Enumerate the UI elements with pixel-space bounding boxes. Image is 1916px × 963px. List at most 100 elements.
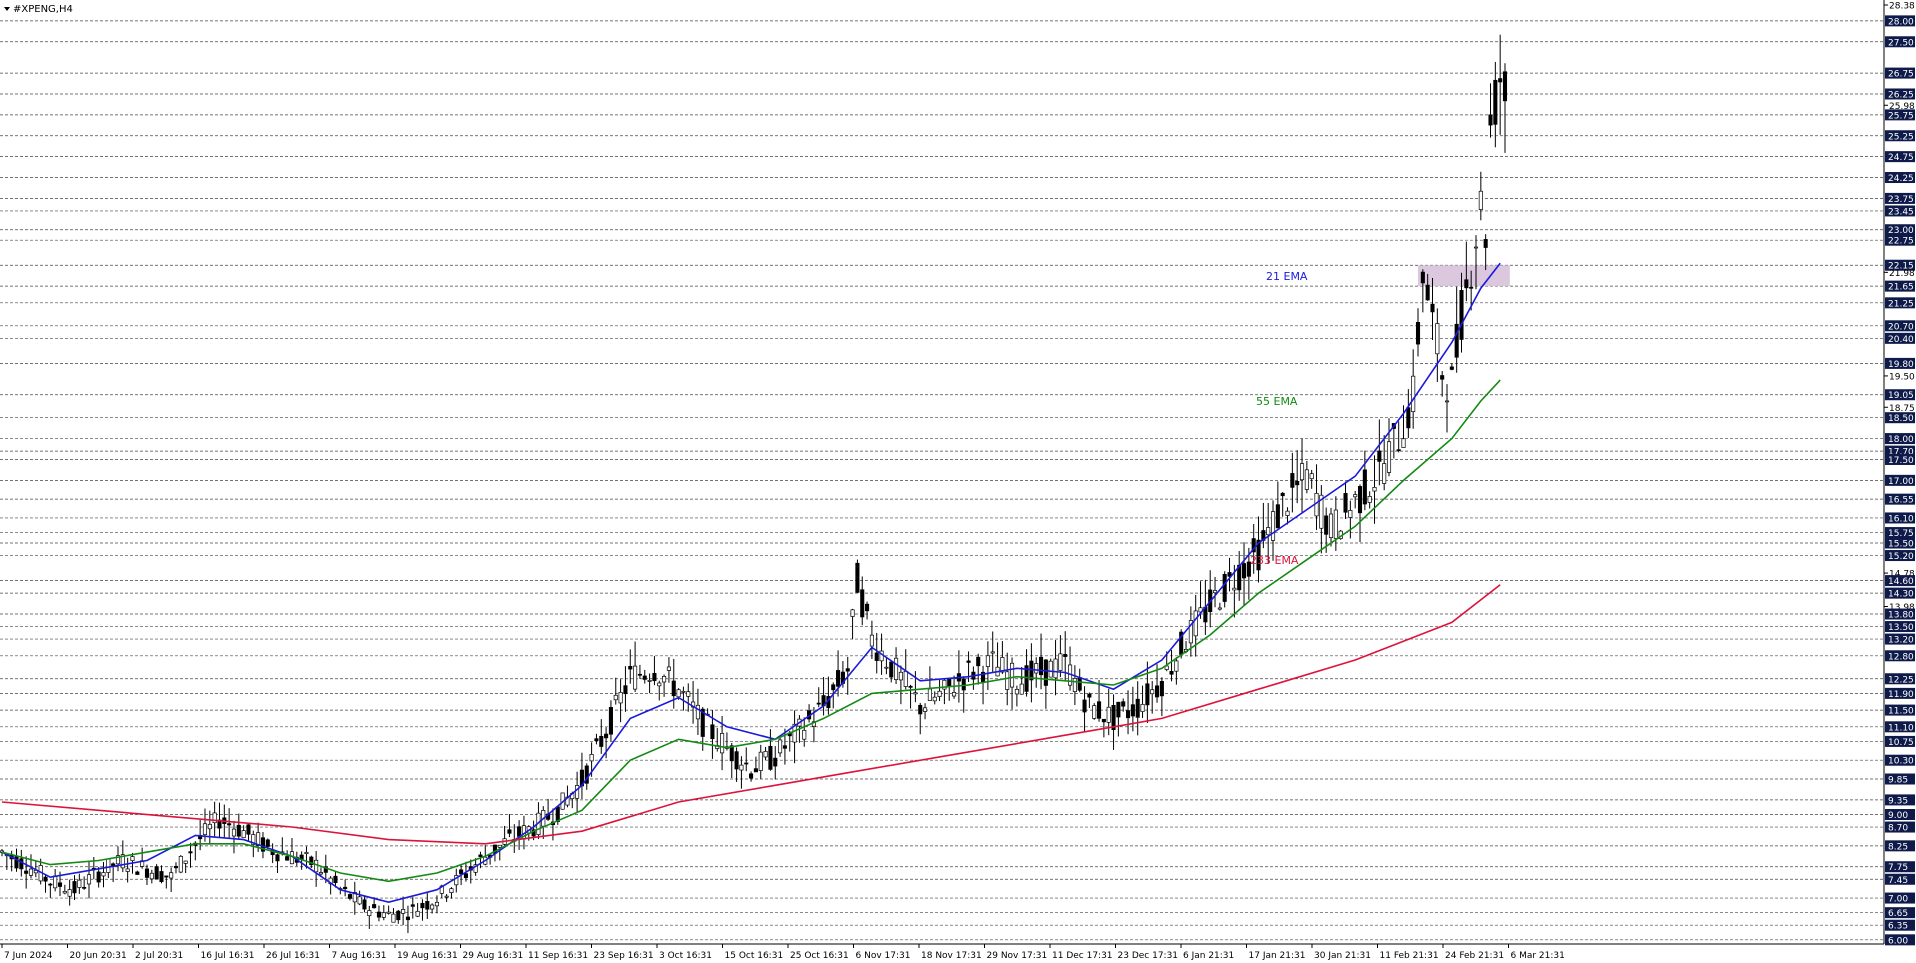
time-tick-label: 24 Feb 21:31 [1445,951,1504,961]
candle-body [1164,665,1169,670]
candle-body [314,859,319,873]
candle-body [1043,659,1048,686]
candle-body [749,773,754,779]
price-tag [1885,704,1915,716]
candle-body [1082,699,1087,713]
price-tick-label: 15.75 [1888,529,1914,539]
candle-body [589,754,594,762]
candle-body [555,806,560,822]
price-tick-label: 28.38 [1889,2,1915,12]
candle-body [686,691,691,697]
price-tag [1885,650,1915,662]
candle-body [1241,563,1247,579]
candle-body [1493,79,1498,125]
time-tick-label: 23 Dec 17:31 [1118,951,1179,961]
candle-body [758,751,763,771]
candle-body [86,874,92,885]
price-tick-label: 21.98 [1889,269,1915,279]
candle-body [19,858,24,870]
candle-body [1246,561,1251,577]
price-tag [1885,537,1915,549]
candle-body [101,872,106,877]
candle-body [1169,670,1174,675]
candle-body [923,707,928,712]
candle-body [1348,510,1353,518]
candle-body [608,707,613,735]
price-tick-label: 16.55 [1888,496,1914,506]
time-tick-label: 6 Mar 21:31 [1511,951,1565,961]
candle-body [1140,703,1145,712]
candle-body [1420,271,1425,284]
time-tick-label: 29 Nov 17:31 [987,951,1048,961]
candle-body [860,589,865,618]
candle-body [1058,653,1063,671]
price-tag [1885,130,1915,142]
candle-body [372,904,377,909]
price-tag [1885,721,1915,733]
price-tick-label: 11.10 [1888,723,1914,733]
time-tick-label: 11 Dec 17:31 [1052,951,1113,961]
candle-body [695,704,700,720]
grid-lines [0,20,1884,941]
candle-body [415,910,420,917]
candle-body [908,685,913,688]
price-tag [1885,840,1915,852]
candle-body [1353,494,1358,498]
price-tick-label: 14.78 [1889,570,1915,580]
candle-body [1309,473,1314,480]
price-tick-label: 17.00 [1888,477,1914,487]
candle-body [898,671,903,681]
price-tag [1885,332,1915,344]
time-tick-label: 7 Aug 16:31 [332,951,387,961]
candle-body [1343,493,1348,513]
price-tag [1885,15,1915,27]
price-tag [1885,433,1915,445]
candle-body [1377,450,1382,462]
candle-body [642,675,647,680]
price-tag [1885,297,1915,309]
candle-body [57,882,63,887]
candle-body [671,680,676,697]
price-tick-label: 18.50 [1888,414,1914,424]
candle-body [517,826,522,837]
candle-body [1270,511,1276,541]
candle-body [618,692,623,704]
price-tag [1885,67,1915,79]
candle-body [865,603,870,612]
candle-body [362,899,367,910]
price-tick-label: 17.70 [1888,448,1914,458]
price-tick-label: 23.00 [1888,226,1914,236]
candle-body [792,723,797,743]
candle-body [1266,527,1271,536]
candle-body [497,844,502,848]
candle-body [637,673,642,676]
price-tag [1885,474,1915,486]
candle-body [444,895,449,898]
price-tick-label: 18.75 [1889,404,1915,414]
candle-body [869,634,874,647]
price-tag [1885,109,1915,121]
candle-body [396,910,401,921]
candle-body [744,762,749,765]
price-tag [1885,320,1915,332]
candle-body [604,733,609,739]
price-tick-label: 25.25 [1888,132,1914,142]
price-tag [1885,151,1915,163]
candle-body [1406,407,1411,429]
candle-body [1290,473,1295,488]
time-tick-label: 11 Sep 16:31 [528,951,588,961]
candle-body [1053,658,1058,679]
price-tag [1885,88,1915,100]
price-tick-label: 24.25 [1888,174,1914,184]
candle-body [773,757,778,767]
candle-body [1430,303,1435,313]
price-tick-label: 28.00 [1888,17,1914,27]
candle-body [1174,660,1179,672]
candle-body [72,881,77,894]
dropdown-triangle-icon[interactable] [4,7,10,11]
time-tick-label: 3 Oct 16:31 [659,951,712,961]
price-tick-label: 22.15 [1888,262,1914,272]
price-tick-label: 26.25 [1888,90,1914,100]
